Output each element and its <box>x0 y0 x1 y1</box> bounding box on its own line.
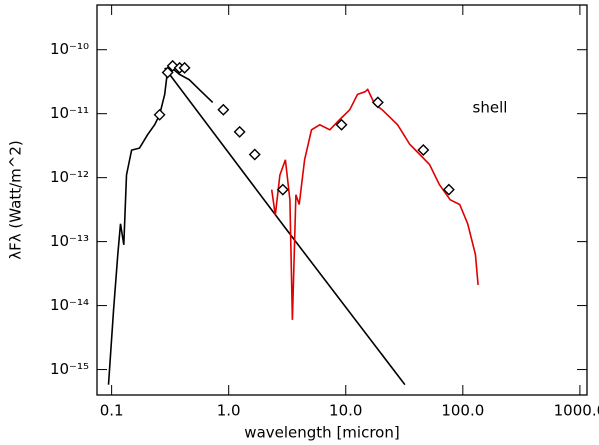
y-tick-label: 10⁻¹⁴ <box>50 296 89 314</box>
data-point <box>442 183 455 196</box>
data-line <box>164 67 406 386</box>
data-point <box>417 144 430 157</box>
data-point <box>371 96 384 109</box>
data-point <box>276 183 289 196</box>
data-point <box>217 103 230 116</box>
data-point <box>161 66 174 79</box>
y-tick-label: 10⁻¹² <box>50 168 89 186</box>
x-tick-label: 1.0 <box>217 402 241 420</box>
x-tick-label: 1000.0 <box>554 402 599 420</box>
y-axis-label: λFλ (Watt/m^2) <box>7 140 25 259</box>
x-tick-label: 0.1 <box>100 402 124 420</box>
data-point <box>178 61 191 74</box>
data-line <box>270 88 479 320</box>
data-point <box>335 118 348 131</box>
x-tick-label: 10.0 <box>329 402 362 420</box>
y-tick-label: 10⁻¹⁵ <box>50 360 89 378</box>
data-point <box>153 108 166 121</box>
y-tick-label: 10⁻¹¹ <box>50 104 89 122</box>
data-line <box>107 66 214 385</box>
annotation: shell <box>473 99 508 117</box>
y-tick-label: 10⁻¹⁰ <box>50 40 89 58</box>
data-point <box>233 125 246 138</box>
x-tick-label: 100.0 <box>441 402 484 420</box>
y-tick-label: 10⁻¹³ <box>50 232 89 250</box>
data-point <box>248 148 261 161</box>
x-axis-label: wavelength [micron] <box>244 424 399 442</box>
plot-frame <box>96 4 588 396</box>
